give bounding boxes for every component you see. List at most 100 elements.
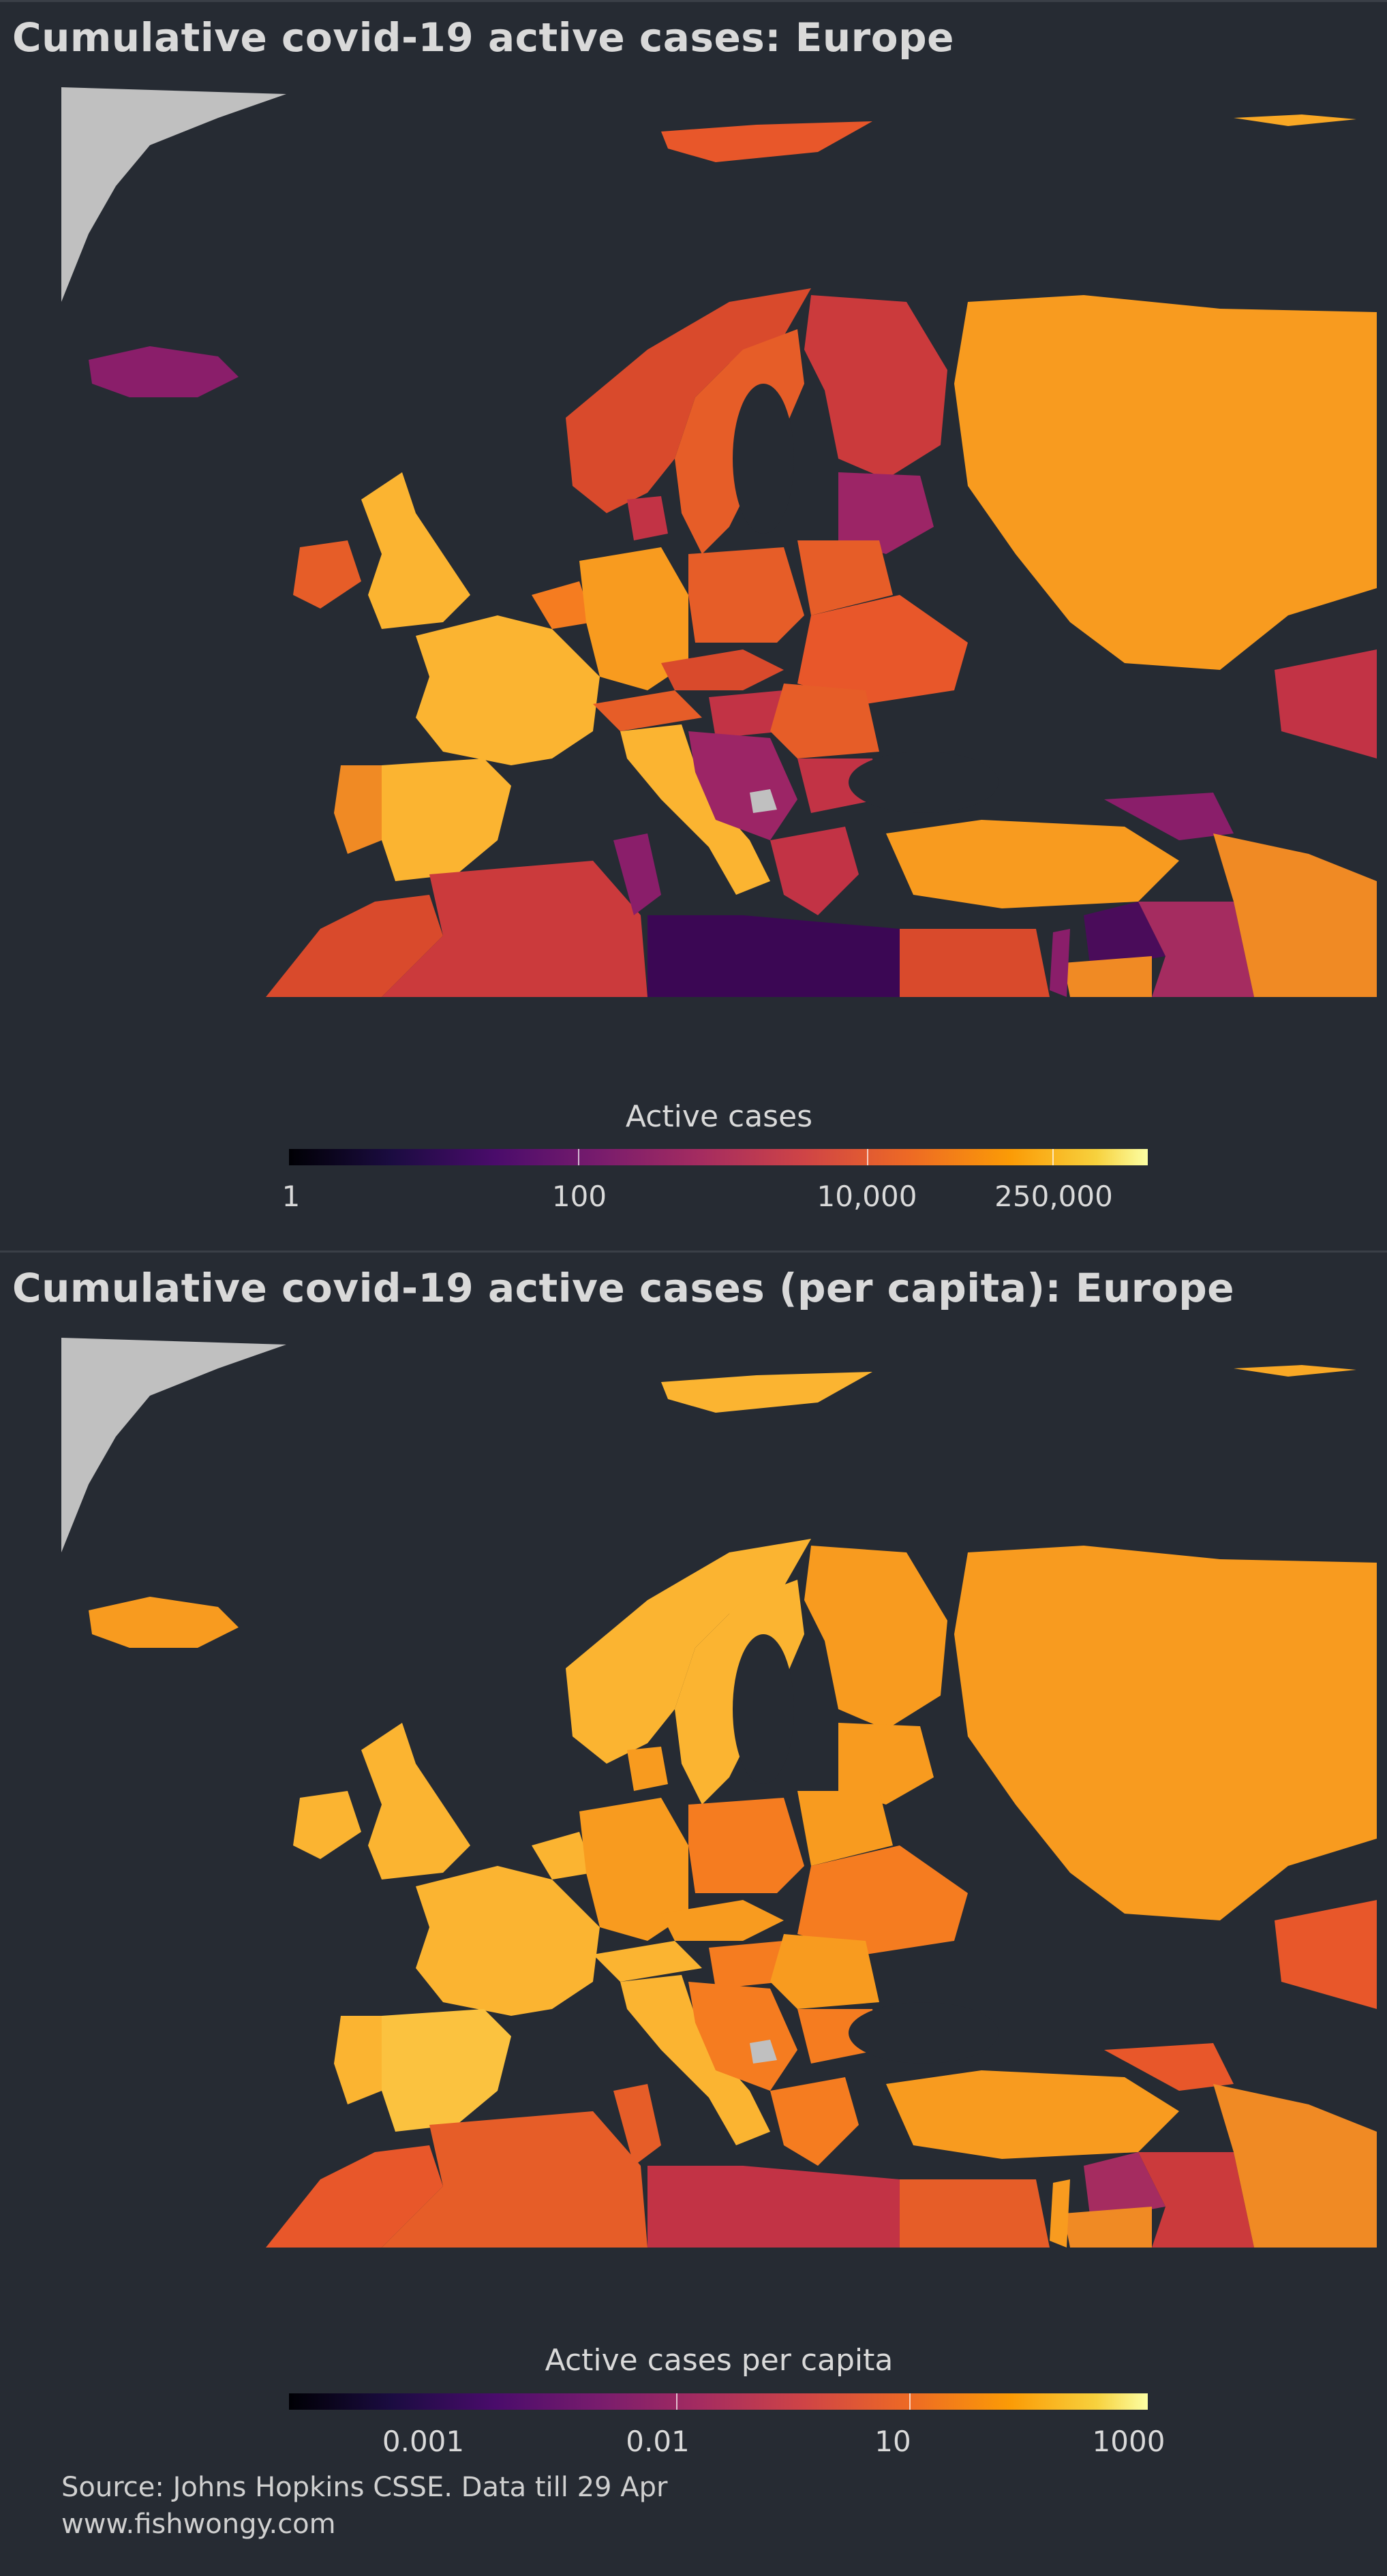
- libya: [647, 2166, 900, 2248]
- kosovo: [750, 789, 777, 813]
- egypt: [900, 929, 1050, 997]
- russia: [954, 1546, 1377, 1920]
- germany: [579, 1798, 688, 1941]
- panel-title: Cumulative covid-19 active cases: Europe: [12, 14, 954, 61]
- iraq: [1138, 902, 1254, 997]
- norway: [566, 1539, 811, 1764]
- syria: [1084, 902, 1165, 970]
- hungary: [709, 1941, 784, 1989]
- colorbar-title: Active cases: [625, 1099, 813, 1134]
- united-kingdom: [361, 1723, 470, 1880]
- ukraine: [797, 595, 968, 704]
- europe-choropleth-map: [61, 1328, 1377, 2248]
- spain: [382, 758, 511, 881]
- caucasus: [1104, 793, 1234, 840]
- iraq: [1138, 2152, 1254, 2248]
- source-note: Source: Johns Hopkins CSSE. Data till 29…: [61, 2472, 668, 2503]
- tunisia: [613, 833, 661, 915]
- ireland: [293, 540, 361, 609]
- turkey: [886, 820, 1179, 908]
- colorbar-tick: [1052, 1149, 1054, 1165]
- iceland: [89, 346, 239, 397]
- footer: Source: Johns Hopkins CSSE. Data till 29…: [61, 2469, 667, 2543]
- benelux: [532, 581, 593, 629]
- iceland: [89, 1597, 239, 1648]
- balkans: [688, 731, 797, 840]
- czech-slovakia: [661, 1900, 784, 1941]
- kazakhstan-edge: [1275, 649, 1377, 758]
- italy: [620, 1975, 770, 2145]
- hungary: [709, 690, 784, 738]
- libya: [647, 915, 900, 997]
- algeria: [382, 2111, 647, 2248]
- denmark: [627, 1747, 668, 1791]
- colorbar-tick: [676, 2393, 677, 2410]
- italy: [620, 724, 770, 895]
- black-sea: [849, 2002, 999, 2064]
- greenland: [61, 1338, 286, 1552]
- russia: [954, 295, 1377, 670]
- colorbar-tick-label: 1000: [1092, 2425, 1165, 2458]
- colorbar-tick-label: 1: [281, 1180, 301, 1213]
- colorbar-title: Active cases per capita: [545, 2343, 894, 2378]
- poland: [688, 547, 804, 643]
- romania: [770, 1934, 879, 2009]
- colorbar-tick: [578, 1149, 579, 1165]
- franz-josef: [1234, 114, 1356, 126]
- jordan-saudi: [1063, 956, 1152, 997]
- baltic-sea: [733, 1634, 794, 1784]
- tunisia: [613, 2084, 661, 2166]
- colorbar-tick-label: 100: [551, 1180, 607, 1213]
- turkey: [886, 2070, 1179, 2159]
- franz-josef: [1234, 1365, 1356, 1377]
- egypt: [900, 2179, 1050, 2248]
- ireland: [293, 1791, 361, 1859]
- baltics: [838, 472, 934, 554]
- france: [416, 615, 600, 765]
- germany: [579, 547, 688, 690]
- caucasus: [1104, 2043, 1234, 2091]
- denmark: [627, 496, 668, 540]
- france: [416, 1866, 600, 2016]
- jordan-saudi: [1063, 2207, 1152, 2248]
- per-capita-panel: Cumulative covid-19 active cases (per ca…: [0, 1251, 1387, 2576]
- active-cases-panel: Cumulative covid-19 active cases: Europe: [0, 0, 1387, 1253]
- benelux: [532, 1832, 593, 1880]
- portugal: [334, 2016, 382, 2104]
- baltic-sea: [733, 384, 794, 534]
- baltics: [838, 1723, 934, 1805]
- belarus: [797, 1791, 893, 1866]
- svalbard: [661, 121, 872, 162]
- austria-switzerland: [593, 690, 702, 731]
- syria: [1084, 2152, 1165, 2220]
- black-sea: [849, 752, 999, 813]
- svalbard: [661, 1372, 872, 1413]
- austria-switzerland: [593, 1941, 702, 1982]
- belarus: [797, 540, 893, 615]
- ukraine: [797, 1845, 968, 1954]
- morocco: [266, 895, 443, 997]
- colorbar-tick: [867, 1149, 868, 1165]
- czech-slovakia: [661, 649, 784, 690]
- united-kingdom: [361, 472, 470, 629]
- colorbar: [289, 1149, 1148, 1165]
- israel: [1050, 2179, 1070, 2248]
- website-link[interactable]: www.fishwongy.com: [61, 2509, 336, 2540]
- portugal: [334, 765, 382, 854]
- colorbar: [289, 2393, 1148, 2410]
- norway: [566, 288, 811, 513]
- morocco: [266, 2145, 443, 2248]
- colorbar-tick-label: 10,000: [817, 1180, 917, 1213]
- israel: [1050, 929, 1070, 997]
- finland: [804, 295, 947, 479]
- balkans: [688, 1982, 797, 2091]
- iran: [1213, 2084, 1377, 2248]
- colorbar-tick-label: 0.01: [626, 2425, 690, 2458]
- romania: [770, 684, 879, 758]
- poland: [688, 1798, 804, 1893]
- panel-title: Cumulative covid-19 active cases (per ca…: [12, 1265, 1235, 1311]
- greece: [770, 2077, 859, 2166]
- colorbar-tick: [909, 2393, 911, 2410]
- spain: [382, 2009, 511, 2132]
- colorbar-tick-label: 10: [874, 2425, 911, 2458]
